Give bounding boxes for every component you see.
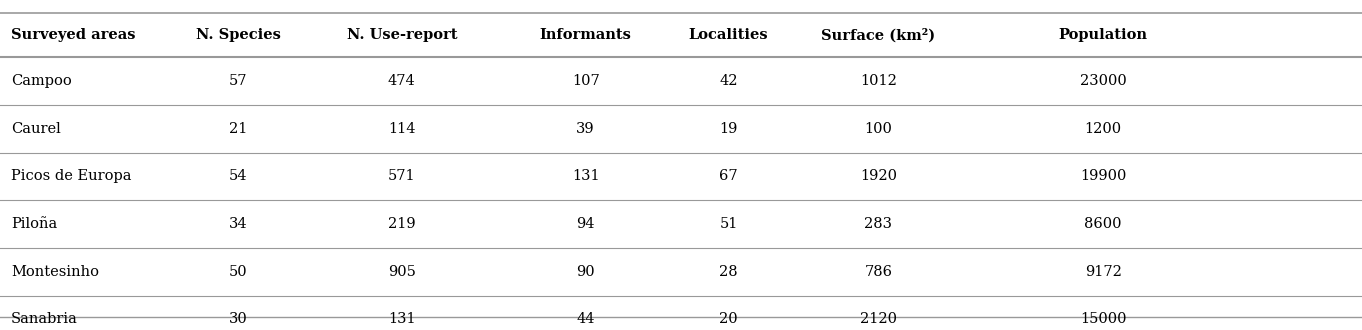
Text: Montesinho: Montesinho — [11, 265, 99, 279]
Text: 474: 474 — [388, 74, 415, 88]
Text: 50: 50 — [229, 265, 248, 279]
Text: Caurel: Caurel — [11, 122, 61, 136]
Text: 19900: 19900 — [1080, 169, 1126, 183]
Text: Localities: Localities — [689, 28, 768, 42]
Text: 94: 94 — [576, 217, 595, 231]
Text: 905: 905 — [388, 265, 415, 279]
Text: 1200: 1200 — [1084, 122, 1122, 136]
Text: 786: 786 — [865, 265, 892, 279]
Text: 57: 57 — [229, 74, 248, 88]
Text: 2120: 2120 — [859, 313, 898, 326]
Text: 571: 571 — [388, 169, 415, 183]
Text: 100: 100 — [865, 122, 892, 136]
Text: Campoo: Campoo — [11, 74, 72, 88]
Text: 30: 30 — [229, 313, 248, 326]
Text: 107: 107 — [572, 74, 599, 88]
Text: 44: 44 — [576, 313, 595, 326]
Text: N. Species: N. Species — [196, 28, 281, 42]
Text: 28: 28 — [719, 265, 738, 279]
Text: 51: 51 — [719, 217, 738, 231]
Text: 1012: 1012 — [859, 74, 898, 88]
Text: 19: 19 — [719, 122, 738, 136]
Text: 34: 34 — [229, 217, 248, 231]
Text: Piloña: Piloña — [11, 217, 57, 231]
Text: 20: 20 — [719, 313, 738, 326]
Text: 21: 21 — [229, 122, 248, 136]
Text: 1920: 1920 — [859, 169, 898, 183]
Text: 54: 54 — [229, 169, 248, 183]
Text: Sanabria: Sanabria — [11, 313, 78, 326]
Text: 283: 283 — [865, 217, 892, 231]
Text: 114: 114 — [388, 122, 415, 136]
Text: 131: 131 — [572, 169, 599, 183]
Text: 131: 131 — [388, 313, 415, 326]
Text: Surface (km²): Surface (km²) — [821, 28, 936, 42]
Text: 67: 67 — [719, 169, 738, 183]
Text: Picos de Europa: Picos de Europa — [11, 169, 131, 183]
Text: 39: 39 — [576, 122, 595, 136]
Text: 8600: 8600 — [1084, 217, 1122, 231]
Text: 23000: 23000 — [1080, 74, 1126, 88]
Text: Informants: Informants — [539, 28, 632, 42]
Text: 15000: 15000 — [1080, 313, 1126, 326]
Text: 9172: 9172 — [1084, 265, 1122, 279]
Text: Population: Population — [1058, 28, 1148, 42]
Text: Surveyed areas: Surveyed areas — [11, 28, 135, 42]
Text: 42: 42 — [719, 74, 738, 88]
Text: 219: 219 — [388, 217, 415, 231]
Text: N. Use-report: N. Use-report — [346, 28, 458, 42]
Text: 90: 90 — [576, 265, 595, 279]
